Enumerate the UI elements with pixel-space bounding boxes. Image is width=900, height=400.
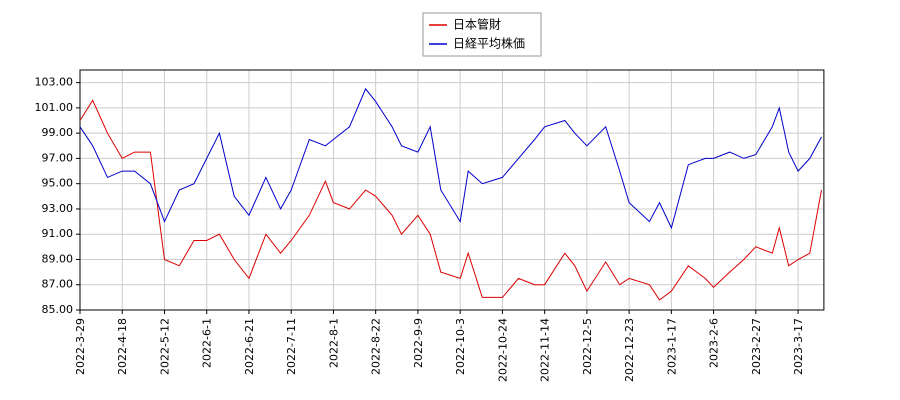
- y-tick-label: 93.00: [42, 202, 74, 215]
- x-tick-label: 2022-8-22: [370, 318, 383, 375]
- y-tick-label: 97.00: [42, 151, 74, 164]
- x-tick-label: 2022-11-14: [539, 318, 552, 382]
- y-tick-label: 85.00: [42, 303, 74, 316]
- y-tick-label: 87.00: [42, 278, 74, 291]
- series-line: [79, 99, 822, 301]
- x-tick-label: 2023-2-27: [750, 318, 763, 375]
- y-tick-label: 103.00: [35, 76, 74, 89]
- series-line: [79, 87, 822, 230]
- x-tick-label: 2022-10-3: [454, 318, 467, 375]
- x-tick-label: 2022-6-21: [243, 318, 256, 375]
- y-tick-label: 89.00: [42, 252, 74, 265]
- legend-label: 日経平均株価: [453, 36, 525, 51]
- y-tick-label: 95.00: [42, 177, 74, 190]
- x-tick-label: 2022-12-5: [581, 318, 594, 375]
- plot-frame: [79, 69, 825, 311]
- x-tick-label: 2022-10-24: [496, 318, 509, 382]
- x-tick-label: 2022-7-11: [285, 318, 298, 375]
- x-tick-label: 2023-1-17: [665, 318, 678, 375]
- x-tick-label: 2022-9-9: [412, 318, 425, 368]
- x-tick-label: 2022-6-1: [201, 318, 214, 368]
- legend-box: [422, 12, 542, 57]
- legend-label: 日本管財: [453, 17, 501, 32]
- x-tick-label: 2022-5-12: [158, 318, 171, 375]
- x-tick-label: 2022-8-1: [327, 318, 340, 368]
- x-tick-label: 2022-4-18: [116, 318, 129, 375]
- x-tick-label: 2023-2-6: [708, 318, 721, 368]
- y-tick-label: 99.00: [42, 126, 74, 139]
- y-tick-label: 91.00: [42, 227, 74, 240]
- y-tick-label: 101.00: [35, 101, 74, 114]
- x-tick-label: 2023-3-17: [792, 318, 805, 375]
- x-tick-label: 2022-12-23: [623, 318, 636, 382]
- x-tick-label: 2022-3-29: [74, 318, 87, 375]
